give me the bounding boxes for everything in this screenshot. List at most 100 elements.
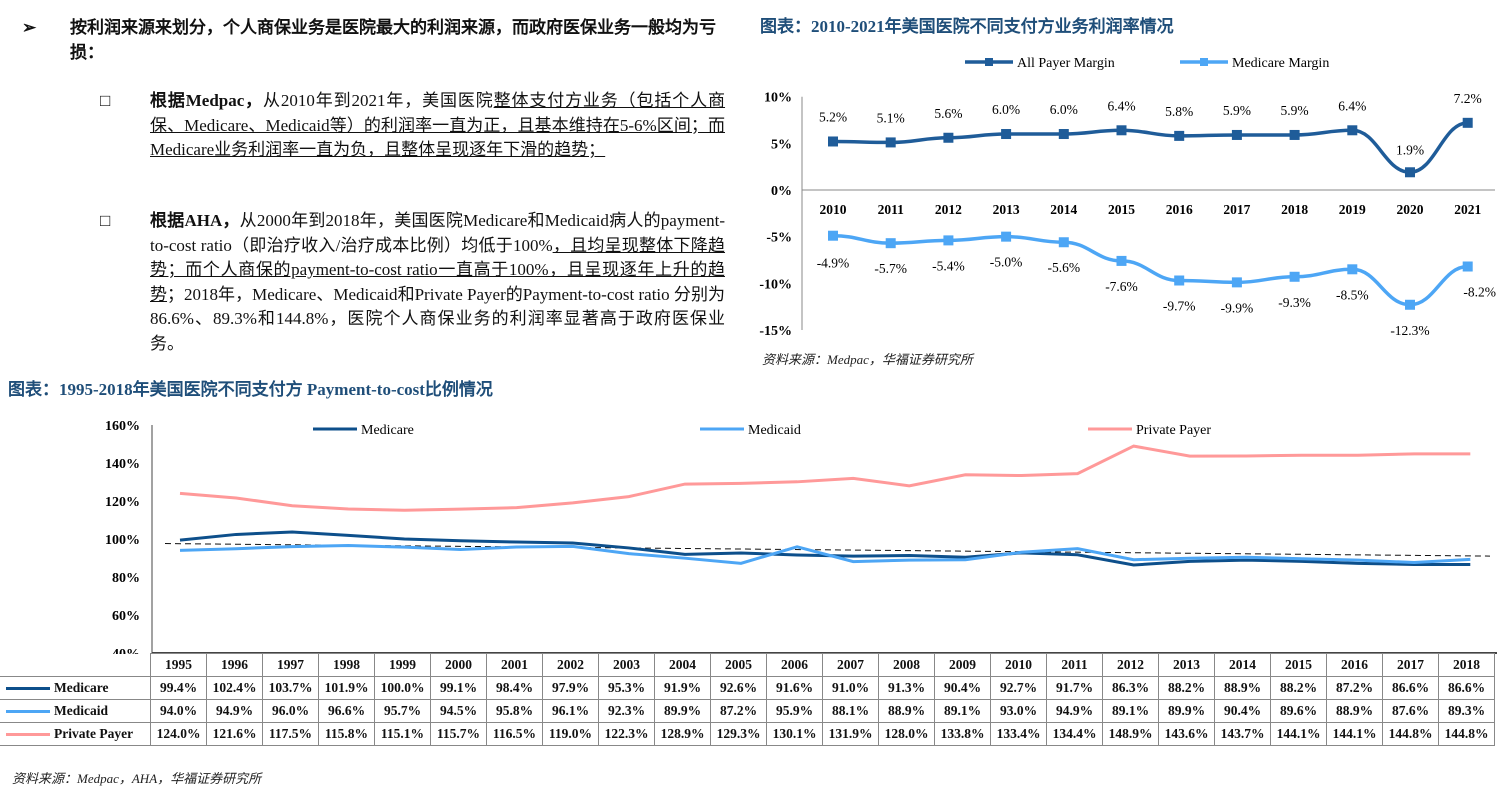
- y-tick-label: 140%: [105, 457, 140, 472]
- table-cell: 129.3%: [710, 722, 767, 746]
- table-cell: 124.0%: [150, 722, 207, 746]
- table-year: 2003: [598, 653, 655, 677]
- data-label: -9.3%: [1278, 295, 1311, 310]
- legend-swatch: [6, 710, 50, 714]
- table-cell: 86.6%: [1438, 676, 1495, 700]
- table-cell: 86.6%: [1382, 676, 1439, 700]
- data-point: [1462, 117, 1473, 128]
- x-tick-label: 2019: [1339, 202, 1366, 217]
- table-year: 2004: [654, 653, 711, 677]
- x-tick-label: 2012: [935, 202, 962, 217]
- table-cell: 103.7%: [262, 676, 319, 700]
- data-label: -8.2%: [1463, 285, 1496, 300]
- data-point: [1231, 129, 1242, 140]
- table-cell: 88.1%: [822, 699, 879, 723]
- table-year: 2002: [542, 653, 599, 677]
- series-line: [832, 233, 1468, 307]
- data-point: [943, 132, 954, 143]
- table-cell: 95.9%: [766, 699, 823, 723]
- table-year: 2012: [1102, 653, 1159, 677]
- data-point: [1001, 231, 1012, 242]
- data-point: [885, 238, 896, 249]
- payment-to-cost-chart: 160% 140% 120% 100% 80% 60% 40% Medicare Medicai…: [105, 419, 1497, 654]
- table-year: 2008: [878, 653, 935, 677]
- table-cell: 95.8%: [486, 699, 543, 723]
- table-year: 2007: [822, 653, 879, 677]
- table-year: 2011: [1046, 653, 1103, 677]
- x-tick-label: 2021: [1454, 202, 1481, 217]
- table-cell: 121.6%: [206, 722, 263, 746]
- table-cell: 88.9%: [878, 699, 935, 723]
- table-cell: 115.7%: [430, 722, 487, 746]
- data-point: [1058, 237, 1069, 248]
- y-tick-label: 100%: [105, 533, 140, 548]
- data-point: [1174, 275, 1185, 286]
- data-point: [943, 235, 954, 246]
- x-tick-label: 2020: [1397, 202, 1424, 217]
- data-label: -12.3%: [1390, 323, 1429, 338]
- table-cell: 95.3%: [598, 676, 655, 700]
- data-label: 5.1%: [877, 110, 905, 125]
- data-label: 5.8%: [1165, 104, 1193, 119]
- table-year: 2017: [1382, 653, 1439, 677]
- series-line: [179, 444, 1471, 512]
- table-cell: 86.3%: [1102, 676, 1159, 700]
- chart2-source: 资料来源：Medpac，AHA，华福证券研究所: [12, 771, 262, 786]
- y-tick-label: 0%: [771, 184, 792, 199]
- table-cell: 130.1%: [766, 722, 823, 746]
- data-label: 6.0%: [1050, 102, 1078, 117]
- section-heading: 按利润来源来划分，个人商保业务是医院最大的利润来源，而政府医保业务一般均为亏损：: [70, 18, 716, 62]
- y-tick-label: -10%: [759, 277, 792, 292]
- margin-chart: 10% 5% 0% -5% -10% -15% 2010 2011 2012 2013 2014 20…: [759, 56, 1496, 339]
- data-label: 6.0%: [992, 102, 1020, 117]
- table-cell: 94.0%: [150, 699, 207, 723]
- x-tick-label: 2014: [1050, 202, 1077, 217]
- table-cell: 89.3%: [1438, 699, 1495, 723]
- legend-label: Medicaid: [748, 423, 801, 438]
- x-tick-label: 2011: [878, 202, 905, 217]
- table-cell: 94.5%: [430, 699, 487, 723]
- y-tick-label: 80%: [112, 571, 140, 586]
- data-label: -5.7%: [874, 261, 907, 276]
- table-cell: 128.0%: [878, 722, 935, 746]
- legend-label: Medicare: [361, 423, 414, 438]
- table-cell: 95.7%: [374, 699, 431, 723]
- legend-swatch: [6, 687, 50, 691]
- checkbox-bullet: □: [100, 211, 111, 230]
- series-line: [179, 530, 1471, 567]
- table-row: Medicare 99.4% 102.4% 103.7% 101.9% 100.0% 99.…: [0, 676, 1495, 700]
- table-cell: 134.4%: [1046, 722, 1103, 746]
- table-year: 1998: [318, 653, 375, 677]
- data-point: [828, 136, 838, 147]
- x-tick-label: 2016: [1166, 202, 1193, 217]
- y-tick-label: 60%: [112, 609, 140, 624]
- table-cell: 115.1%: [374, 722, 431, 746]
- table-cell: 89.6%: [1270, 699, 1327, 723]
- data-label: -9.7%: [1163, 299, 1196, 314]
- data-point: [1058, 129, 1069, 140]
- table-year: 2000: [430, 653, 487, 677]
- table-cell: 88.9%: [1214, 676, 1271, 700]
- table-cell: 96.6%: [318, 699, 375, 723]
- table-cell: 87.6%: [1382, 699, 1439, 723]
- legend-swatch: [6, 733, 50, 737]
- data-label: -9.9%: [1221, 300, 1254, 315]
- chart2-title: 图表：1995-2018年美国医院不同支付方 Payment-to-cost比例…: [8, 380, 493, 399]
- series-line: [832, 121, 1468, 175]
- table-cell: 148.9%: [1102, 722, 1159, 746]
- chart1-title: 图表：2010-2021年美国医院不同支付方业务利润率情况: [760, 17, 1174, 36]
- table-year: 2006: [766, 653, 823, 677]
- data-label: -8.5%: [1336, 287, 1369, 302]
- table-cell: 115.8%: [318, 722, 375, 746]
- y-tick-label: 160%: [105, 419, 140, 434]
- table-year: 2014: [1214, 653, 1271, 677]
- table-cell: 133.8%: [934, 722, 991, 746]
- table-year: 2005: [710, 653, 767, 677]
- y-tick-label: 120%: [105, 495, 140, 510]
- table-year: 2001: [486, 653, 543, 677]
- data-point: [1116, 255, 1127, 266]
- table-cell: 91.7%: [1046, 676, 1103, 700]
- data-label: -4.9%: [817, 256, 850, 271]
- table-year: 1999: [374, 653, 431, 677]
- chart1-source: 资料来源：Medpac，华福证券研究所: [762, 352, 973, 367]
